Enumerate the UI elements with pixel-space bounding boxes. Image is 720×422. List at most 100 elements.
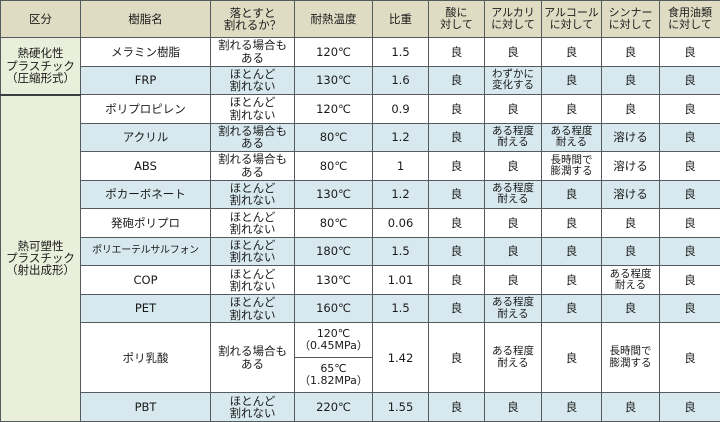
header-resin-name: 樹脂名 (80, 0, 211, 38)
header-specific-gravity: 比重 (372, 0, 429, 38)
header-alkali: アルカリ に対して (484, 0, 542, 38)
group-cell-thermoset: 熱硬化性 プラスチック （圧縮形式） (0, 36, 81, 96)
cell-edible-oil: 良 (659, 94, 720, 124)
header-thinner: シンナー に対して (601, 0, 660, 38)
header-alkali-line2: に対して (491, 18, 535, 31)
cell-acid: 良 (428, 392, 485, 422)
cell-alcohol: 良 (541, 37, 602, 67)
cell-alkali: ある程度 耐える (484, 122, 542, 153)
cell-specific-gravity: 0.9 (372, 94, 429, 124)
breakage-line2: ある (241, 136, 264, 151)
cell-alcohol: 良 (541, 322, 602, 394)
alkali-line1: ある程度 (492, 296, 534, 309)
temp-b-load: （1.82MPa） (299, 374, 368, 388)
temp-b-value: 65℃ (320, 361, 347, 375)
header-acid-line1: 酸に (445, 6, 468, 20)
table-row: ポリエーテルサルフォン ほとんど 割れない 180℃ 1.5 良 良 良 良 良 (1, 236, 720, 267)
cell-thinner: 良 (601, 65, 660, 96)
group-thermoset-line3: （圧縮形式） (6, 70, 75, 85)
cell-breakage: 割れる場合も ある (210, 322, 295, 394)
cell-specific-gravity: 1.2 (372, 179, 429, 210)
cell-edible-oil: 良 (659, 293, 720, 324)
cell-thinner: 良 (601, 392, 660, 422)
breakage-line2: 割れない (229, 307, 276, 322)
cell-breakage: ほとんど 割れない (210, 392, 295, 422)
cell-alcohol: 良 (541, 236, 602, 267)
cell-alcohol: 良 (541, 94, 602, 124)
cell-resin-name: ポリエーテルサルフォン (80, 236, 211, 267)
header-category: 区分 (0, 0, 81, 38)
cell-thinner: 良 (601, 208, 660, 238)
breakage-line1: 割れる場合も (218, 152, 287, 167)
header-alcohol-line1: アルコール (544, 6, 599, 20)
cell-acid: 良 (428, 293, 485, 324)
table-row: 熱可塑性 プラスチック （射出成形） ポリプロピレン ほとんど 割れない 120… (0, 94, 720, 422)
cell-alkali: 良 (484, 392, 542, 422)
cell-heat-resistance: 80℃ (294, 151, 373, 181)
table-row: ポカーボネート ほとんど 割れない 130℃ 1.2 良 ある程度 耐える 良 … (1, 179, 720, 210)
cell-alcohol: 良 (541, 208, 602, 238)
table-header: 区分 樹脂名 落とすと 割れるか？ 耐熱温度 比重 酸に 対して アルカリ に対… (0, 0, 720, 38)
breakage-line2: 割れない (229, 406, 276, 421)
cell-thinner: 溶ける (601, 122, 660, 153)
cell-alkali: 良 (484, 208, 542, 238)
cell-alkali: 良 (484, 37, 542, 67)
cell-alkali: わずかに 変化する (484, 65, 542, 96)
breakage-line1: 割れる場合も (218, 38, 287, 53)
cell-acid: 良 (428, 265, 485, 295)
cell-breakage: ほとんど 割れない (210, 293, 295, 324)
alkali-line2: 耐える (497, 307, 529, 320)
cell-resin-name: アクリル (80, 122, 211, 153)
cell-acid: 良 (428, 151, 485, 181)
header-heat-resistance: 耐熱温度 (294, 0, 373, 38)
cell-heat-resistance: 120℃ （0.45MPa） 65℃ （1.82MPa） (294, 322, 373, 394)
temp-a-load: （0.45MPa） (299, 339, 368, 353)
cell-edible-oil: 良 (659, 37, 720, 67)
cell-heat-resistance: 180℃ (294, 236, 373, 267)
thinner-line1: 長時間で (609, 345, 652, 358)
table-row: PET ほとんど 割れない 160℃ 1.5 良 ある程度 耐える 良 良 良 (1, 293, 720, 324)
group-thermoplastic-line3: （射出成形） (6, 263, 75, 278)
cell-specific-gravity: 0.06 (372, 208, 429, 238)
cell-acid: 良 (428, 236, 485, 267)
header-breakage-line2: 割れるか？ (223, 18, 282, 32)
cell-edible-oil: 良 (659, 236, 720, 267)
thinner-line1: ある程度 (609, 267, 652, 280)
breakage-line2: 割れない (229, 107, 276, 122)
breakage-line1: ほとんど (229, 266, 276, 281)
alcohol-line1: ある程度 (550, 125, 593, 138)
cell-breakage: ほとんど 割れない (210, 94, 295, 124)
table-row: PBT ほとんど 割れない 220℃ 1.55 良 良 良 良 良 (1, 392, 720, 422)
breakage-line1: ほとんど (229, 209, 276, 224)
cell-specific-gravity: 1.2 (372, 122, 429, 153)
header-row: 区分 樹脂名 落とすと 割れるか？ 耐熱温度 比重 酸に 対して アルカリ に対… (0, 0, 720, 38)
group-thermoplastic-line1: 熱可塑性 (17, 238, 64, 253)
header-alkali-line1: アルカリ (491, 6, 535, 20)
cell-breakage: 割れる場合も ある (210, 151, 295, 181)
cell-alkali: ある程度 耐える (484, 322, 542, 394)
breakage-line1: 割れる場合も (218, 123, 287, 138)
cell-edible-oil: 良 (659, 322, 720, 394)
cell-edible-oil: 良 (659, 122, 720, 153)
cell-breakage: 割れる場合も ある (210, 37, 295, 67)
breakage-line2: ある (241, 164, 264, 179)
cell-alcohol: 長時間で 膨潤する (541, 151, 602, 181)
heat-split-row-b: 65℃ （1.82MPa） (296, 358, 372, 392)
group-thermoplastic-line2: プラスチック (6, 251, 75, 266)
header-alcohol-line2: に対して (549, 18, 594, 31)
cell-specific-gravity: 1.5 (372, 293, 429, 324)
header-edible-oil-line1: 食用油類 (668, 6, 712, 20)
header-breakage-line1: 落とすと (229, 5, 276, 20)
cell-resin-name: PBT (80, 392, 211, 422)
cell-alkali: ある程度 耐える (484, 179, 542, 210)
cell-thinner: 溶ける (601, 151, 660, 181)
cell-breakage: 割れる場合も ある (210, 122, 295, 153)
cell-breakage: ほとんど 割れない (210, 179, 295, 210)
cell-specific-gravity: 1.42 (372, 322, 429, 394)
breakage-line2: 割れない (229, 193, 276, 208)
cell-alcohol: 良 (541, 392, 602, 422)
cell-heat-resistance: 80℃ (294, 208, 373, 238)
breakage-line1: 割れる場合も (218, 344, 287, 359)
cell-edible-oil: 良 (659, 208, 720, 238)
alkali-line1: ある程度 (492, 125, 534, 138)
